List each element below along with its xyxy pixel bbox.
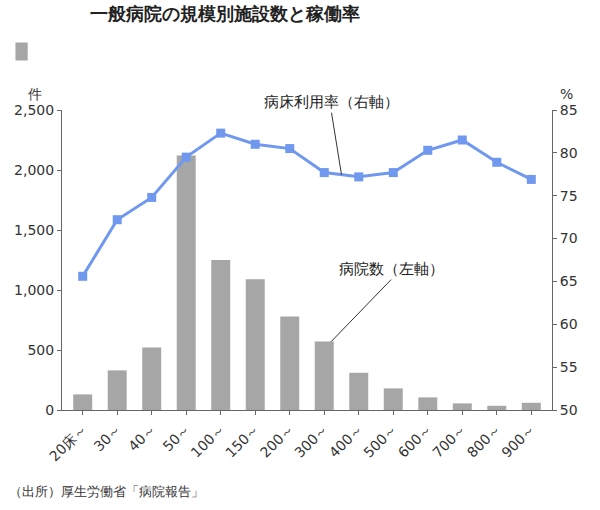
svg-text:0: 0 — [45, 402, 54, 418]
svg-text:55: 55 — [560, 359, 578, 375]
svg-text:80: 80 — [560, 145, 578, 161]
svg-text:病院数（左軸）: 病院数（左軸） — [339, 260, 444, 278]
svg-text:75: 75 — [560, 188, 578, 204]
svg-text:一般病院の規模別施設数と稼働率: 一般病院の規模別施設数と稼働率 — [90, 3, 360, 24]
svg-text:1,000: 1,000 — [14, 282, 54, 298]
svg-text:2,500: 2,500 — [14, 102, 54, 118]
svg-text:200～: 200～ — [257, 421, 297, 461]
svg-text:800～: 800～ — [464, 421, 504, 461]
svg-text:%: % — [560, 86, 573, 102]
svg-text:600～: 600～ — [395, 421, 435, 461]
svg-text:2,000: 2,000 — [14, 162, 54, 178]
svg-text:500～: 500～ — [360, 421, 400, 461]
svg-text:300～: 300～ — [291, 421, 331, 461]
svg-text:100～: 100～ — [188, 421, 228, 461]
svg-text:件: 件 — [28, 86, 42, 102]
svg-text:400～: 400～ — [326, 421, 366, 461]
svg-text:150～: 150～ — [222, 421, 262, 461]
svg-text:50～: 50～ — [159, 421, 193, 455]
svg-text:40～: 40～ — [125, 421, 159, 455]
svg-text:65: 65 — [560, 273, 578, 289]
svg-text:1,500: 1,500 — [14, 222, 54, 238]
svg-text:70: 70 — [560, 230, 578, 246]
svg-text:（出所）厚生労働省「病院報告」: （出所）厚生労働省「病院報告」 — [9, 484, 204, 499]
svg-text:900～: 900～ — [498, 421, 538, 461]
svg-text:85: 85 — [560, 102, 578, 118]
svg-text:30～: 30～ — [90, 421, 124, 455]
svg-text:20床～: 20床～ — [46, 421, 90, 465]
svg-text:700～: 700～ — [429, 421, 469, 461]
svg-text:50: 50 — [560, 402, 578, 418]
svg-text:60: 60 — [560, 316, 578, 332]
svg-text:500: 500 — [27, 342, 54, 358]
svg-text:病床利用率（右軸）: 病床利用率（右軸） — [264, 93, 399, 111]
